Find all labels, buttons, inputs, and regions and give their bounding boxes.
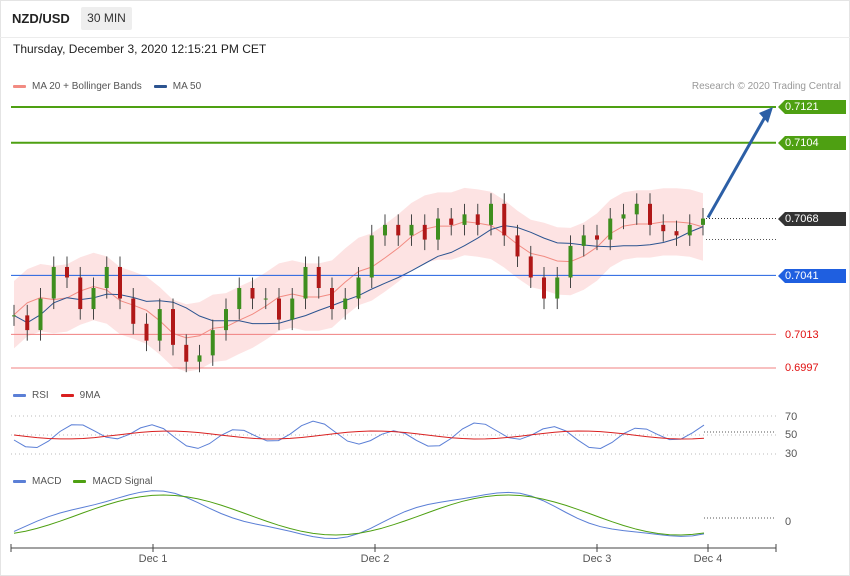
candle-body bbox=[330, 288, 334, 310]
candle-body bbox=[237, 288, 242, 310]
candle-body bbox=[687, 224, 692, 236]
x-tick-dec3: Dec 3 bbox=[582, 553, 612, 565]
candle-body bbox=[568, 245, 573, 278]
price-legend: MA 20 + Bollinger Bands MA 50 bbox=[13, 81, 213, 92]
rsi-tick-30: 30 bbox=[785, 448, 798, 460]
rsi-tick-50: 50 bbox=[785, 429, 798, 441]
candle-body bbox=[78, 277, 83, 310]
macd-tick-0: 0 bbox=[785, 516, 792, 528]
ma20-swatch bbox=[13, 85, 26, 88]
macd-legend: MACD MACD Signal bbox=[13, 476, 164, 487]
candle-body bbox=[449, 218, 454, 225]
candle-body bbox=[343, 298, 348, 310]
candle-body bbox=[502, 203, 507, 236]
candle-body bbox=[581, 235, 586, 246]
candle-body bbox=[12, 315, 16, 317]
candle-body bbox=[316, 266, 321, 289]
header-divider bbox=[0, 37, 850, 38]
rsi-legend-label: RSI bbox=[32, 390, 49, 401]
rsi-tick-70: 70 bbox=[785, 411, 798, 423]
candle-body bbox=[104, 266, 109, 289]
candle-body bbox=[383, 224, 387, 236]
candle-body bbox=[528, 256, 533, 278]
candle-body bbox=[436, 218, 440, 240]
x-tick-dec1: Dec 1 bbox=[138, 553, 168, 565]
projection-arrow bbox=[706, 116, 767, 219]
candle-body bbox=[157, 309, 162, 341]
candle-body bbox=[65, 266, 69, 278]
rsi-ma-line bbox=[13, 430, 705, 440]
datetime-label: Thursday, December 3, 2020 12:15:21 PM C… bbox=[13, 42, 267, 56]
candle-body bbox=[515, 235, 520, 257]
candle-body bbox=[303, 266, 308, 299]
x-tick-dec2: Dec 2 bbox=[360, 553, 390, 565]
candle-body bbox=[555, 277, 560, 299]
candle-body bbox=[661, 224, 666, 232]
candle-body bbox=[701, 218, 705, 225]
level-label-s1: 0.7013 bbox=[785, 329, 819, 341]
ma20-legend-label: MA 20 + Bollinger Bands bbox=[32, 81, 142, 92]
candle-body bbox=[171, 309, 175, 345]
macd-swatch bbox=[13, 480, 26, 483]
level-tag-r1: 0.7104 bbox=[778, 136, 846, 150]
candle-body bbox=[197, 355, 202, 362]
rsi-ma-swatch bbox=[60, 394, 74, 397]
macd-line bbox=[13, 490, 705, 540]
candle-body bbox=[542, 277, 546, 299]
candle-body bbox=[608, 218, 613, 240]
candle-body bbox=[277, 298, 281, 320]
symbol-label: NZD/USD bbox=[12, 11, 70, 26]
rsi-line bbox=[13, 420, 705, 450]
candle-body bbox=[489, 203, 493, 225]
candle-body bbox=[595, 235, 599, 240]
candle-body bbox=[396, 224, 401, 236]
candle-body bbox=[91, 288, 96, 310]
projection-arrowhead bbox=[759, 107, 773, 123]
macd-legend-label: MACD bbox=[32, 476, 62, 487]
candle-body bbox=[648, 203, 652, 225]
candle-body bbox=[210, 330, 215, 356]
candle-body bbox=[224, 309, 228, 331]
level-label-s2: 0.6997 bbox=[785, 362, 819, 374]
level-tag-r2: 0.7121 bbox=[778, 100, 846, 114]
candle-body bbox=[422, 224, 427, 240]
candle-body bbox=[462, 214, 467, 225]
rsi-swatch bbox=[13, 394, 26, 397]
macd-signal-line bbox=[13, 494, 705, 536]
candle-body bbox=[263, 298, 268, 300]
candle-body bbox=[118, 266, 122, 299]
candle-body bbox=[356, 277, 361, 299]
candle-body bbox=[475, 214, 480, 225]
candle-body bbox=[25, 315, 30, 331]
candle-body bbox=[184, 344, 189, 362]
ma50-swatch bbox=[153, 85, 167, 88]
candle-body bbox=[131, 298, 136, 324]
x-tick-dec4: Dec 4 bbox=[693, 553, 723, 565]
rsi-legend: RSI 9MA bbox=[13, 390, 112, 401]
credit-label: Research © 2020 Trading Central bbox=[691, 81, 841, 92]
candle-body bbox=[621, 214, 626, 219]
candle-body bbox=[51, 266, 56, 299]
candle-body bbox=[634, 203, 639, 215]
macd-signal-legend-label: MACD Signal bbox=[92, 476, 153, 487]
candle-body bbox=[409, 224, 414, 236]
candle-body bbox=[674, 231, 679, 236]
candle-body bbox=[144, 323, 149, 341]
macd-signal-swatch bbox=[73, 480, 87, 483]
timeframe-button[interactable]: 30 MIN bbox=[81, 7, 132, 30]
candle-body bbox=[38, 298, 43, 331]
level-tag-pivot: 0.7041 bbox=[778, 269, 846, 283]
rsi-ma-legend-label: 9MA bbox=[79, 390, 101, 401]
candle-body bbox=[369, 235, 374, 278]
candle-body bbox=[250, 288, 255, 299]
level-tag-last: 0.7068 bbox=[778, 212, 846, 226]
candle-body bbox=[290, 298, 295, 320]
ma50-legend-label: MA 50 bbox=[172, 81, 202, 92]
